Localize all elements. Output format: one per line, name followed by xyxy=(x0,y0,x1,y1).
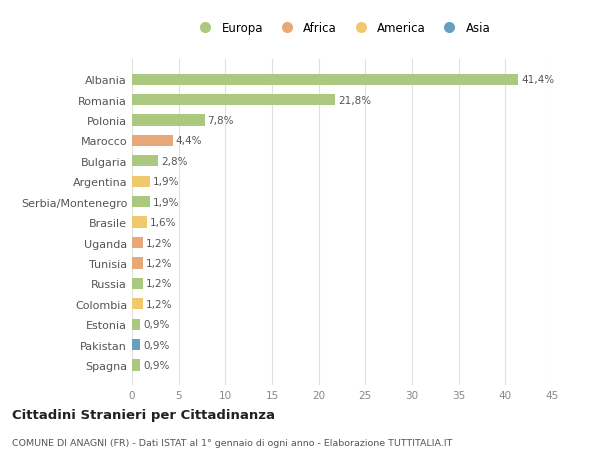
Text: 4,4%: 4,4% xyxy=(176,136,202,146)
Bar xyxy=(132,196,150,208)
Bar xyxy=(132,156,158,167)
Bar xyxy=(132,339,140,350)
Text: 2,8%: 2,8% xyxy=(161,157,187,167)
Text: 7,8%: 7,8% xyxy=(208,116,234,126)
Text: 21,8%: 21,8% xyxy=(338,95,371,106)
Text: COMUNE DI ANAGNI (FR) - Dati ISTAT al 1° gennaio di ogni anno - Elaborazione TUT: COMUNE DI ANAGNI (FR) - Dati ISTAT al 1°… xyxy=(12,438,452,447)
Text: 0,9%: 0,9% xyxy=(143,340,170,350)
Text: 1,9%: 1,9% xyxy=(152,177,179,187)
Bar xyxy=(132,298,143,310)
Bar xyxy=(132,135,173,147)
Text: 1,9%: 1,9% xyxy=(152,197,179,207)
Bar xyxy=(132,115,205,126)
Text: Cittadini Stranieri per Cittadinanza: Cittadini Stranieri per Cittadinanza xyxy=(12,408,275,421)
Text: 1,2%: 1,2% xyxy=(146,279,173,289)
Bar xyxy=(132,258,143,269)
Text: 1,2%: 1,2% xyxy=(146,299,173,309)
Bar xyxy=(132,278,143,289)
Text: 1,6%: 1,6% xyxy=(150,218,176,228)
Legend: Europa, Africa, America, Asia: Europa, Africa, America, Asia xyxy=(191,20,493,38)
Text: 1,2%: 1,2% xyxy=(146,238,173,248)
Bar xyxy=(132,319,140,330)
Bar xyxy=(132,176,150,187)
Text: 0,9%: 0,9% xyxy=(143,360,170,370)
Text: 0,9%: 0,9% xyxy=(143,319,170,330)
Bar xyxy=(132,237,143,249)
Bar xyxy=(132,95,335,106)
Bar xyxy=(132,217,147,228)
Text: 1,2%: 1,2% xyxy=(146,258,173,269)
Bar xyxy=(132,359,140,371)
Bar xyxy=(132,74,518,86)
Text: 41,4%: 41,4% xyxy=(521,75,554,85)
